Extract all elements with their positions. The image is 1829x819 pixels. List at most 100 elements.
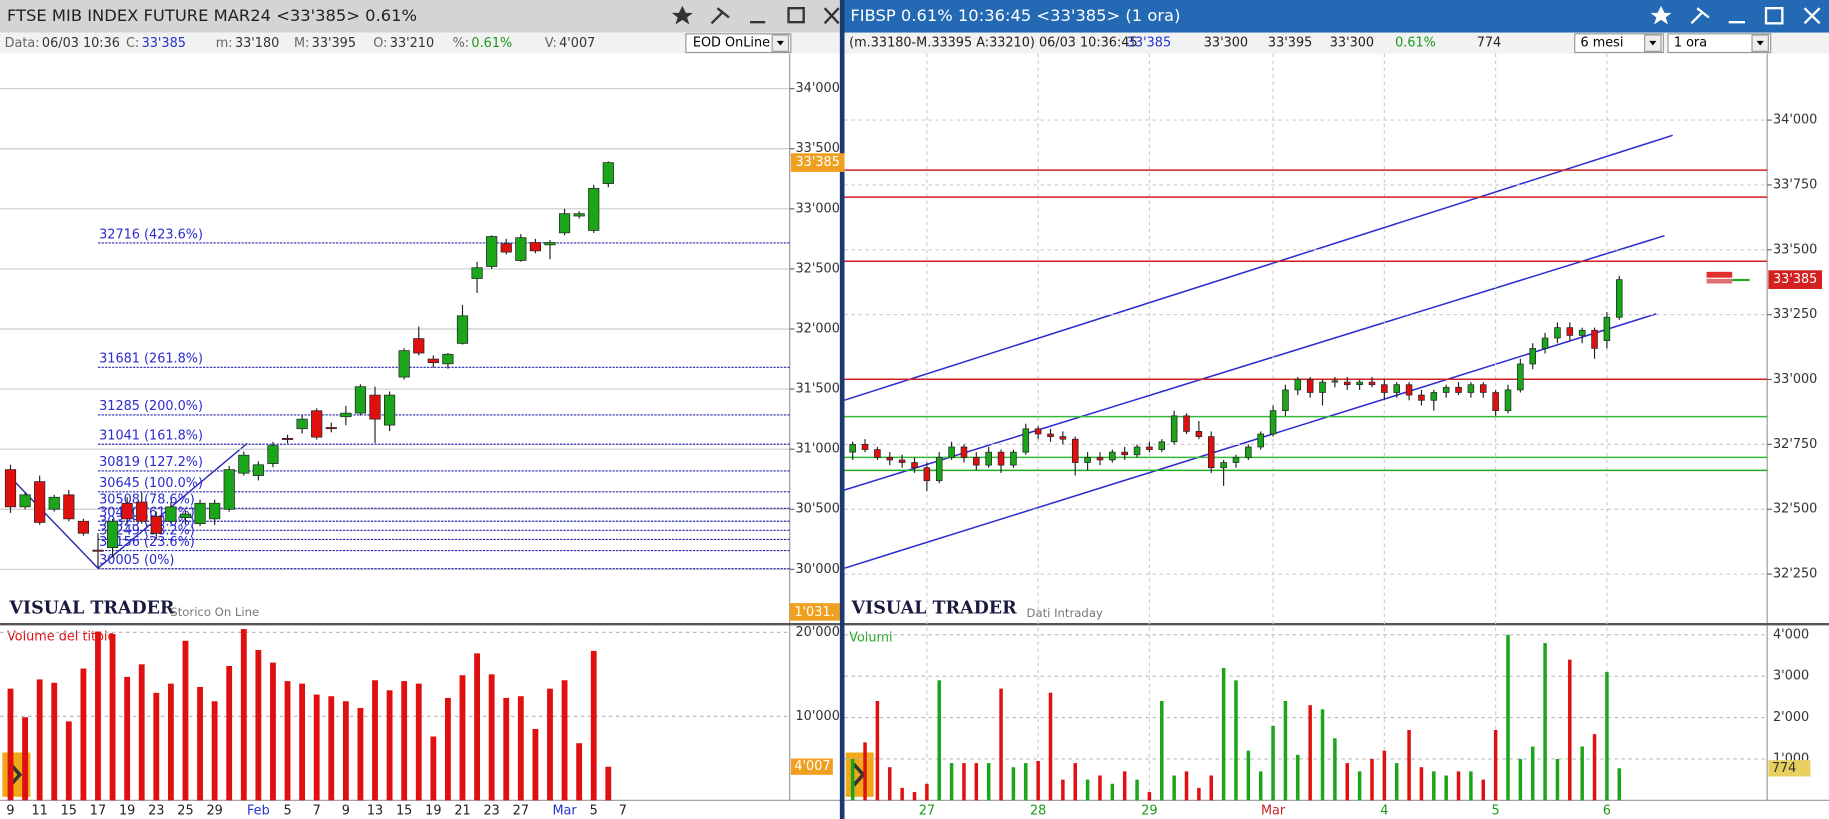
interval-select[interactable] xyxy=(1667,33,1772,54)
volume-bar xyxy=(999,688,1003,801)
close-button[interactable] xyxy=(823,7,840,25)
alert-marker xyxy=(1706,271,1750,284)
candle-body xyxy=(48,496,60,510)
arrow-icon xyxy=(776,40,784,46)
channel-line xyxy=(844,134,1673,401)
volume-bar xyxy=(1394,763,1399,801)
volume-bar xyxy=(1370,758,1374,801)
candle-body xyxy=(121,502,133,520)
candle-body xyxy=(1578,329,1586,336)
volume-bar xyxy=(962,763,966,801)
candle-body xyxy=(179,513,192,519)
volume-bar xyxy=(1184,771,1189,801)
x-tick-label: 29 xyxy=(206,803,222,818)
candle-body xyxy=(1405,384,1413,396)
left-window-buttons[interactable] xyxy=(671,5,840,25)
volume-bar xyxy=(1518,758,1523,801)
info-label: M: xyxy=(294,36,309,51)
y-tick-label: 32'750 xyxy=(1773,437,1817,452)
volume-bar xyxy=(1506,634,1510,801)
volume-bar xyxy=(415,683,422,801)
volume-bar xyxy=(1271,725,1275,801)
candle-body xyxy=(1047,433,1054,437)
volume-bar xyxy=(925,783,929,801)
candle-body xyxy=(1616,279,1623,318)
fib-label: 30819 (127.2%) xyxy=(99,455,203,470)
favorite-button[interactable] xyxy=(671,5,693,25)
volume-bar xyxy=(240,629,247,801)
candle-body xyxy=(1195,431,1203,437)
volume-bar xyxy=(850,758,855,801)
y-tick-label: 30'500 xyxy=(796,502,840,517)
candle-body xyxy=(1022,428,1030,453)
volume-bar xyxy=(875,701,880,801)
candle-body xyxy=(1096,456,1104,461)
x-tick-label: 19 xyxy=(425,803,441,818)
info-value: 33'210 xyxy=(390,36,434,51)
candle-body xyxy=(529,242,542,252)
candle-body xyxy=(1146,446,1153,450)
fib-label: 32716 (423.6%) xyxy=(99,227,203,242)
candle-body xyxy=(1430,392,1438,401)
info-label: V: xyxy=(545,36,557,51)
volume-bar xyxy=(1024,763,1028,801)
scroll-button[interactable] xyxy=(845,752,874,797)
volume-bar xyxy=(65,721,72,801)
trend-channel xyxy=(844,134,1673,569)
x-tick-label: 6 xyxy=(1603,803,1611,818)
volume-bar xyxy=(7,688,14,801)
pin-button[interactable] xyxy=(710,7,730,25)
candle-body xyxy=(1220,462,1227,469)
candle-body xyxy=(325,427,337,430)
candle-body xyxy=(1418,394,1425,401)
candle-body xyxy=(63,494,75,520)
candle-body xyxy=(427,358,439,363)
right-price-chart: 32'250 32'500 32'750 33'000 33'250 33'500 33'7… xyxy=(844,53,1823,818)
right-window-buttons[interactable] xyxy=(1650,5,1821,25)
candle-body xyxy=(849,444,856,453)
maximize-button[interactable] xyxy=(787,7,805,24)
volume-bar xyxy=(605,766,612,801)
x-tick-label: Mar xyxy=(1261,803,1286,818)
candle-body xyxy=(1232,456,1240,463)
volume-bar xyxy=(124,676,131,801)
candle-body xyxy=(209,502,221,520)
favorite-button[interactable] xyxy=(1650,5,1672,25)
volume-bar xyxy=(1048,692,1053,801)
period-select[interactable] xyxy=(1574,33,1664,54)
volume-bar xyxy=(1135,779,1139,801)
volume-bar xyxy=(1011,767,1016,801)
x-tick-label: 5 xyxy=(283,803,291,818)
close-button[interactable] xyxy=(1803,7,1821,25)
info-item: 33'300 xyxy=(1204,36,1248,51)
candle-body xyxy=(1059,436,1067,440)
volume-bar xyxy=(1122,771,1127,801)
volume-bar xyxy=(1147,792,1152,801)
y-tick-label: 32'500 xyxy=(796,261,840,276)
volume-bar xyxy=(1197,787,1201,801)
x-tick-label: 7 xyxy=(313,803,321,818)
candle-body xyxy=(558,213,571,234)
y-tick-label: 34'000 xyxy=(1773,113,1817,128)
chevron-icon xyxy=(852,763,866,787)
x-tick-label: 29 xyxy=(1141,803,1157,818)
pin-button[interactable] xyxy=(1690,7,1710,25)
volume-bar xyxy=(430,736,437,801)
candle-body xyxy=(1356,381,1363,386)
volume-bar xyxy=(226,665,233,801)
info-value: 33'385 xyxy=(142,36,186,51)
right-volume-title: Volumi xyxy=(849,631,892,646)
candle-body xyxy=(1133,446,1141,456)
candle-body xyxy=(1183,415,1190,432)
volume-bar xyxy=(270,662,276,801)
interval-select-text: 1 ora xyxy=(1674,36,1707,51)
x-tick-label: 9 xyxy=(342,803,350,818)
maximize-button[interactable] xyxy=(1764,7,1784,25)
volume-bar xyxy=(313,694,320,801)
volume-bar xyxy=(1382,750,1387,801)
candle-body xyxy=(1479,384,1487,393)
x-tick-label: 7 xyxy=(619,803,627,818)
source-select[interactable] xyxy=(685,33,792,54)
candle-body xyxy=(997,451,1005,466)
